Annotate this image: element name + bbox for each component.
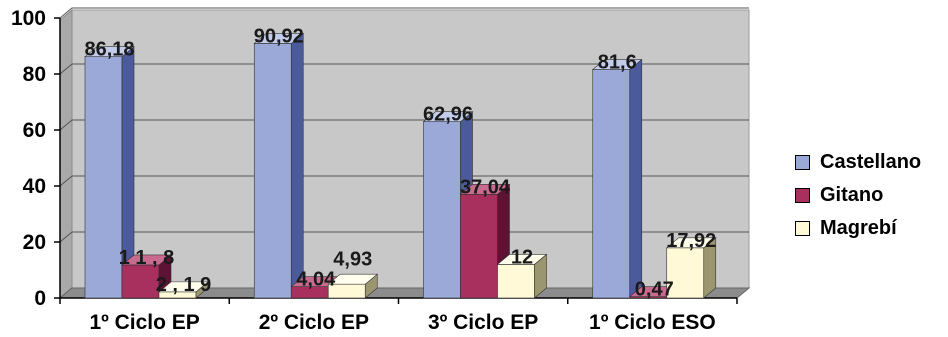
- bar-front: [253, 43, 292, 299]
- bar-side: [629, 58, 643, 299]
- side-wall: [59, 8, 73, 300]
- data-label: 90,92: [254, 25, 304, 47]
- legend-label-gitano: Gitano: [820, 184, 884, 206]
- bar-top: [496, 254, 548, 265]
- bars: [84, 32, 717, 299]
- gridline: [59, 231, 749, 243]
- bar-castellano: [253, 32, 305, 299]
- data-label: 37,04: [460, 176, 511, 198]
- bar-top: [422, 111, 474, 123]
- bar-front: [84, 56, 123, 299]
- data-label: 4,04: [296, 269, 336, 291]
- bar-gitano: [121, 254, 172, 299]
- bar-side: [290, 32, 304, 299]
- bar-magrebi: [665, 237, 717, 299]
- gridline: [59, 63, 749, 75]
- data-label: 1 1 , 8: [119, 247, 175, 269]
- legend: Castellano Gitano Magrebí: [795, 146, 921, 245]
- gridline: [59, 7, 749, 19]
- data-label: 86,18: [84, 39, 134, 61]
- x-tick-label: 2º Ciclo EP: [259, 311, 369, 334]
- bar-top: [591, 59, 643, 70]
- bar-top: [253, 33, 305, 44]
- legend-label-magrebi: Magrebí: [820, 217, 897, 239]
- y-tick-label: 60: [23, 119, 46, 142]
- data-labels: 86,18 1 1 , 8 2 , 1 9 90,92 4,044,93 62,96 37,…: [84, 25, 716, 300]
- bar-castellano: [591, 58, 643, 299]
- data-label: 4,93: [333, 249, 372, 271]
- bar-front: [592, 69, 631, 299]
- bar-front: [121, 264, 160, 299]
- x-tick-label: 3º Ciclo EP: [428, 311, 538, 334]
- bar-top: [121, 254, 172, 266]
- data-label: 81,6: [598, 52, 637, 74]
- bar-front: [423, 121, 461, 299]
- gridline: [59, 119, 749, 131]
- bar-top: [327, 273, 379, 285]
- y-tick-label: 100: [11, 7, 46, 30]
- bar-top: [84, 46, 135, 57]
- bar-top: [158, 281, 209, 293]
- x-tick-labels: 1º Ciclo EP 2º Ciclo EP 3º Ciclo EP 1º Cicl…: [89, 311, 715, 334]
- x-tick-label: 1º Ciclo EP: [89, 311, 199, 334]
- y-tick-label: 20: [23, 231, 46, 254]
- gridline: [59, 175, 749, 187]
- y-tick-label: 80: [23, 63, 46, 86]
- bar-castellano: [84, 46, 135, 299]
- bar-magrebi: [158, 281, 209, 299]
- bar-magrebi: [496, 253, 548, 299]
- y-tick-label: 0: [34, 287, 46, 310]
- data-label: 17,92: [666, 230, 716, 252]
- y-tick-label: 40: [23, 175, 46, 198]
- y-tick-labels: 0 20 40 60 80 100: [11, 7, 46, 310]
- x-tick-label: 1º Ciclo ESO: [589, 311, 716, 334]
- legend-item-castellano: Castellano: [795, 146, 921, 179]
- bar-front: [497, 264, 535, 299]
- data-label: 0,47: [635, 279, 674, 301]
- data-label: 62,96: [423, 104, 473, 126]
- legend-item-gitano: Gitano: [795, 179, 921, 212]
- data-label: 2 , 1 9: [156, 274, 212, 296]
- data-label: 12: [511, 246, 533, 268]
- bar-front: [460, 193, 498, 299]
- legend-swatch-castellano: [795, 155, 810, 170]
- bar-top: [459, 183, 511, 195]
- bar-top: [665, 237, 717, 249]
- legend-item-magrebi: Magrebí: [795, 212, 921, 245]
- legend-swatch-gitano: [795, 188, 810, 203]
- bar-magrebi: [327, 273, 379, 299]
- legend-label-castellano: Castellano: [820, 151, 922, 173]
- legend-swatch-magrebi: [795, 221, 810, 236]
